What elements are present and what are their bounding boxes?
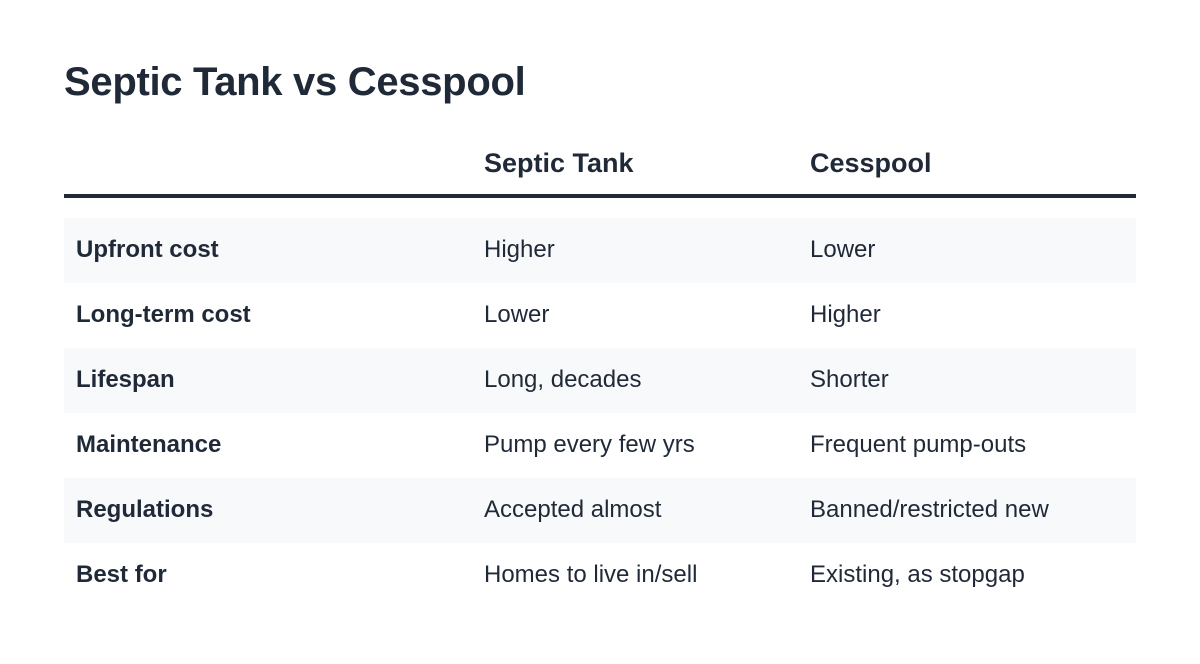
cesspool-value: Higher [810,301,881,328]
table-row: Regulations Accepted almost Banned/restr… [64,478,1136,543]
row-label: Lifespan [76,366,175,393]
table-row: Long-term cost Lower Higher [64,283,1136,348]
column-header-cesspool: Cesspool [810,148,932,178]
table-row: Upfront cost Higher Lower [64,218,1136,283]
row-label: Maintenance [76,431,222,458]
comparison-table: Septic Tank Cesspool Upfront cost Higher… [64,130,1136,608]
cesspool-value: Shorter [810,366,889,393]
row-label: Regulations [76,496,214,523]
row-label: Upfront cost [76,236,219,263]
cesspool-value: Existing, as stopgap [810,561,1025,588]
table-row: Lifespan Long, decades Shorter [64,348,1136,413]
table-header: Septic Tank Cesspool [64,130,1136,198]
septic-tank-value: Pump every few yrs [484,431,695,458]
septic-tank-value: Homes to live in/sell [484,561,698,588]
table-row: Maintenance Pump every few yrs Frequent … [64,413,1136,478]
septic-tank-value: Long, decades [484,366,642,393]
row-label: Long-term cost [76,301,251,328]
column-header-septic-tank: Septic Tank [484,148,634,178]
cesspool-value: Lower [810,236,876,263]
table-body: Upfront cost Higher Lower Long-term cost… [64,218,1136,608]
septic-tank-value: Accepted almost [484,496,662,523]
table-row: Best for Homes to live in/sell Existing,… [64,543,1136,608]
cesspool-value: Frequent pump-outs [810,431,1027,458]
septic-tank-value: Higher [484,236,555,263]
cesspool-value: Banned/restricted new [810,496,1049,523]
page-title: Septic Tank vs Cesspool [64,60,526,104]
septic-tank-value: Lower [484,301,550,328]
row-label: Best for [76,561,167,588]
